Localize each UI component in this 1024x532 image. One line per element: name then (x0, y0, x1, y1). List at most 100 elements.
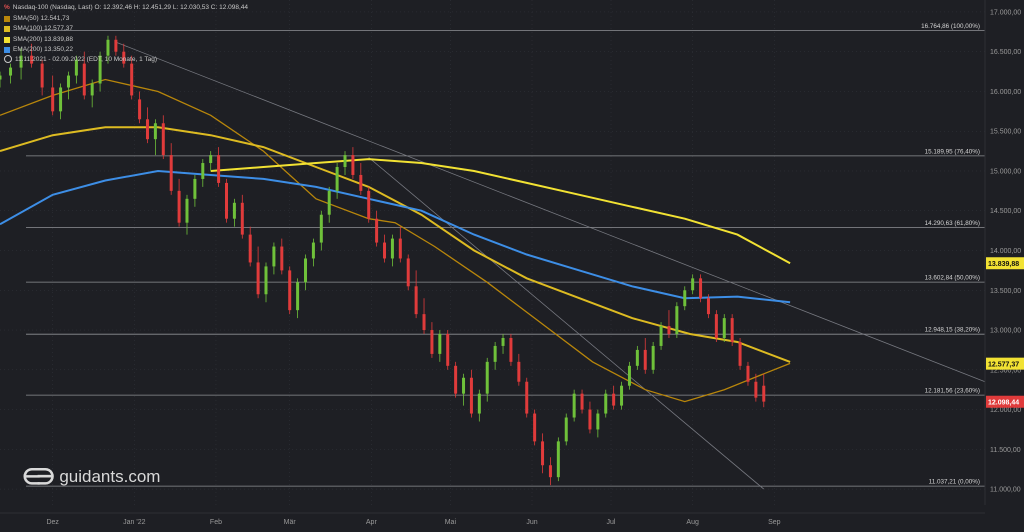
x-tick-label: Jun (526, 519, 537, 526)
candle-body (288, 270, 292, 311)
legend-value: 12.541,73 (40, 14, 70, 22)
candle (541, 433, 545, 474)
legend-item-sma200: SMA(200) 13.839,88 (4, 35, 248, 46)
candle (193, 174, 197, 207)
candle (304, 254, 308, 291)
candle (145, 107, 149, 144)
candle-body (201, 163, 205, 179)
y-tick-label: 13.000,00 (990, 328, 1021, 335)
x-tick-label: Apr (366, 519, 378, 526)
candle (596, 409, 600, 438)
candle (525, 377, 529, 418)
candle-body (367, 190, 371, 219)
candle (477, 389, 481, 422)
candle-body (138, 99, 142, 120)
candle-body (74, 59, 78, 76)
ma-line-ema200 (0, 169, 791, 304)
candle-body (754, 381, 758, 398)
candle-body (351, 155, 355, 175)
x-tick-label: Jul (607, 519, 616, 526)
candle (311, 238, 315, 267)
fib-level-label: 16.764,86 (100,00%) (921, 23, 980, 30)
candle (327, 186, 331, 223)
candle-body (390, 238, 394, 259)
candle-body (311, 242, 315, 259)
x-tick-label: Mai (445, 519, 457, 526)
candle-body (272, 246, 276, 267)
x-tick-label: Sep (768, 519, 781, 526)
y-axis: 11.000,00 11.500,00 12.000,00 12.500,00 13.0… (984, 0, 1021, 505)
candle-body (627, 365, 631, 386)
candle-body (438, 334, 442, 354)
candle (217, 147, 221, 187)
candle (169, 143, 173, 195)
candle-body (82, 63, 86, 96)
legend-label: SMA(50) (13, 14, 39, 22)
y-tick-label: 14.500,00 (990, 208, 1021, 215)
candle (122, 43, 126, 68)
candle-body (706, 298, 710, 315)
y-tick-label: 11.500,00 (990, 447, 1021, 454)
clock-icon (4, 55, 12, 63)
candle-body (683, 290, 687, 307)
candle (351, 147, 355, 179)
candle-body (651, 345, 655, 370)
candle (335, 163, 339, 199)
moving-averages (0, 78, 791, 403)
candle-body (667, 326, 671, 335)
candle-body (106, 39, 110, 56)
candle-body (217, 155, 221, 183)
ma-line-sma50 (0, 78, 791, 403)
candle-body (469, 377, 473, 414)
candle-body (493, 345, 497, 362)
candle-body (422, 314, 426, 331)
candle (667, 310, 671, 338)
candle-body (556, 441, 560, 478)
candle (548, 457, 552, 486)
candle (201, 159, 205, 187)
x-tick-label: Jan '22 (123, 519, 145, 526)
price-tag (986, 395, 1024, 408)
candle (59, 83, 63, 120)
candle-body (738, 341, 742, 366)
legend-item-sma100: SMA(100) 12.577,37 (4, 24, 248, 35)
fib-level-label: 12.948,15 (38,20%) (925, 327, 980, 334)
candle-body (477, 393, 481, 414)
candle-body (375, 218, 379, 243)
legend-item-sma50: SMA(50) 12.541,73 (4, 14, 248, 25)
candle (430, 322, 434, 358)
candle (240, 194, 244, 239)
candle (754, 373, 758, 402)
y-tick-label: 14.000,00 (990, 248, 1021, 255)
candle-body (0, 75, 2, 80)
candle-body (296, 282, 300, 311)
candle (74, 55, 78, 84)
candle-body (280, 246, 284, 271)
candle (691, 274, 695, 295)
candle-body (762, 385, 766, 402)
candle-body (541, 441, 545, 466)
candle (683, 286, 687, 311)
candle-body (169, 155, 173, 191)
candle-body (533, 413, 537, 442)
candle-body (454, 365, 458, 394)
candle (462, 373, 466, 406)
candle (19, 47, 23, 80)
candle-body (746, 365, 750, 382)
candle-body (248, 234, 252, 263)
candle (161, 115, 165, 160)
candle (635, 345, 639, 370)
y-tick-label: 12.500,00 (990, 367, 1021, 374)
candle (643, 337, 647, 374)
candle-body (564, 417, 568, 442)
candle (398, 226, 402, 263)
legend-label: SMA(100) (13, 25, 43, 32)
candle (114, 35, 118, 56)
candle-body (161, 123, 165, 156)
candle (0, 71, 2, 88)
candle (620, 381, 624, 410)
candle (40, 59, 44, 96)
candle-body (335, 167, 339, 191)
candle (280, 238, 284, 275)
candle-body (90, 83, 94, 96)
